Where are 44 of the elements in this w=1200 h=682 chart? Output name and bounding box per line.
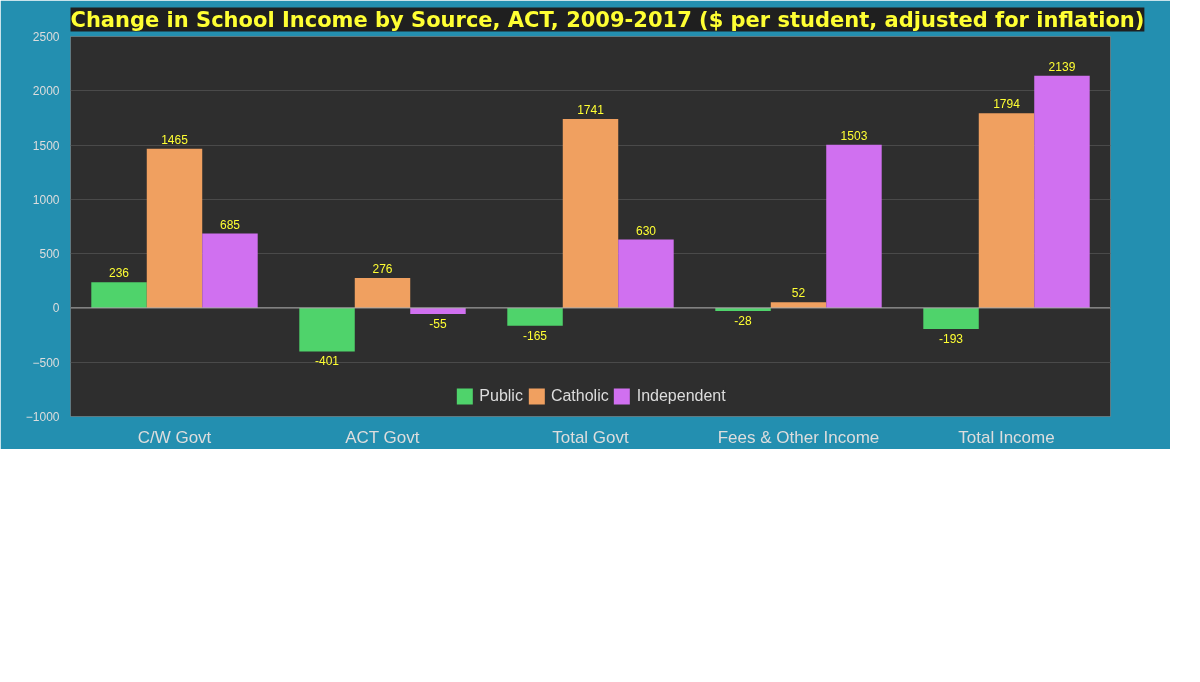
bar (354, 277, 411, 308)
y-tick-label: −1000 (25, 410, 60, 424)
data-label: -165 (523, 328, 548, 343)
data-label: 1741 (577, 102, 605, 117)
legend-label: Independent (636, 387, 726, 405)
bar (618, 239, 674, 308)
bar (91, 282, 147, 308)
data-label: 276 (372, 261, 393, 276)
data-label: -28 (734, 313, 753, 328)
y-tick-label: 2500 (32, 30, 60, 44)
data-label: 1503 (840, 128, 868, 143)
data-label: 52 (791, 286, 806, 301)
bar (507, 307, 563, 326)
bar (146, 148, 203, 308)
y-tick-label: 500 (39, 247, 60, 262)
y-tick-label: 1000 (32, 192, 60, 207)
x-tick-label: ACT Govt (345, 427, 420, 447)
data-label: 2139 (1048, 59, 1076, 74)
x-tick-label: Fees & Other Income (717, 427, 880, 447)
y-tick-label: 0 (52, 301, 60, 316)
data-label: 236 (109, 266, 130, 281)
data-label: 685 (219, 217, 241, 232)
legend-label: Public (479, 387, 523, 405)
bar (202, 233, 258, 308)
data-label: 630 (635, 223, 657, 238)
x-tick-label: C/W Govt (137, 427, 212, 447)
bar (978, 113, 1035, 308)
data-label: -193 (939, 331, 964, 346)
x-tick-label: Total Govt (552, 427, 630, 447)
y-tick-label: 1500 (32, 138, 60, 153)
data-label: 1794 (993, 97, 1021, 112)
y-tick-label: −500 (32, 355, 60, 370)
data-label: -401 (315, 354, 340, 369)
chart-title: Change in School Income by Source, ACT, 2009-2017 ($ per student, adjusted for inflation) (70, 7, 1145, 32)
bar (923, 307, 979, 329)
bar (562, 118, 619, 308)
y-tick-label: 2000 (32, 84, 60, 99)
bar (826, 144, 882, 308)
legend-label: Catholic (550, 387, 609, 405)
bar (299, 307, 355, 352)
bar (1034, 75, 1090, 308)
x-tick-label: Total Income (958, 427, 1055, 447)
data-label: -55 (429, 316, 447, 331)
data-label: 1465 (161, 132, 189, 147)
